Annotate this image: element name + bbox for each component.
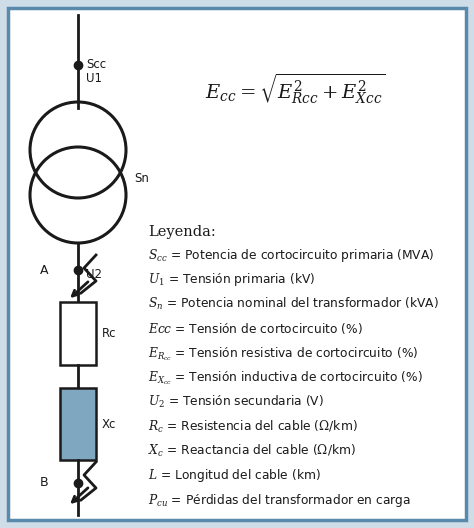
Text: $E_{cc} = \sqrt{E_{Rcc}^2 + E_{Xcc}^2}$: $E_{cc} = \sqrt{E_{Rcc}^2 + E_{Xcc}^2}$ — [205, 72, 385, 106]
Text: $R_{c}$ = Resistencia del cable ($\Omega$/km): $R_{c}$ = Resistencia del cable ($\Omega… — [148, 419, 358, 435]
Text: $X_{c}$ = Reactancia del cable ($\Omega$/km): $X_{c}$ = Reactancia del cable ($\Omega$… — [148, 443, 356, 459]
Text: $S_{cc}$ = Potencia de cortocircuito primaria (MVA): $S_{cc}$ = Potencia de cortocircuito pri… — [148, 247, 434, 264]
Bar — [60, 388, 96, 460]
Text: Rc: Rc — [102, 327, 117, 340]
FancyBboxPatch shape — [8, 8, 466, 520]
Text: $P_{cu}$ = Pérdidas del transformador en carga: $P_{cu}$ = Pérdidas del transformador en… — [148, 492, 411, 509]
Text: A: A — [40, 263, 48, 277]
Text: B: B — [40, 476, 49, 489]
Text: $Ecc$ = Tensión de cortocircuito (%): $Ecc$ = Tensión de cortocircuito (%) — [148, 320, 363, 335]
Text: Sn: Sn — [134, 172, 149, 184]
Text: U1: U1 — [86, 72, 102, 85]
Text: $S_{n}$ = Potencia nominal del transformador (kVA): $S_{n}$ = Potencia nominal del transform… — [148, 296, 439, 312]
Text: U2: U2 — [86, 268, 102, 281]
Text: $E_{R_{cc}}$ = Tensión resistiva de cortocircuito (%): $E_{R_{cc}}$ = Tensión resistiva de cort… — [148, 345, 419, 363]
Text: $L$ = Longitud del cable (km): $L$ = Longitud del cable (km) — [148, 467, 321, 485]
Text: Scc: Scc — [86, 58, 106, 71]
Text: Xc: Xc — [102, 418, 117, 430]
Text: $U_{1}$ = Tensión primaria (kV): $U_{1}$ = Tensión primaria (kV) — [148, 271, 315, 288]
Bar — [60, 302, 96, 365]
Text: Leyenda:: Leyenda: — [148, 225, 216, 239]
Text: $E_{X_{cc}}$ = Tensión inductiva de cortocircuito (%): $E_{X_{cc}}$ = Tensión inductiva de cort… — [148, 370, 423, 387]
Text: $U_{2}$ = Tensión secundaria (V): $U_{2}$ = Tensión secundaria (V) — [148, 394, 324, 410]
